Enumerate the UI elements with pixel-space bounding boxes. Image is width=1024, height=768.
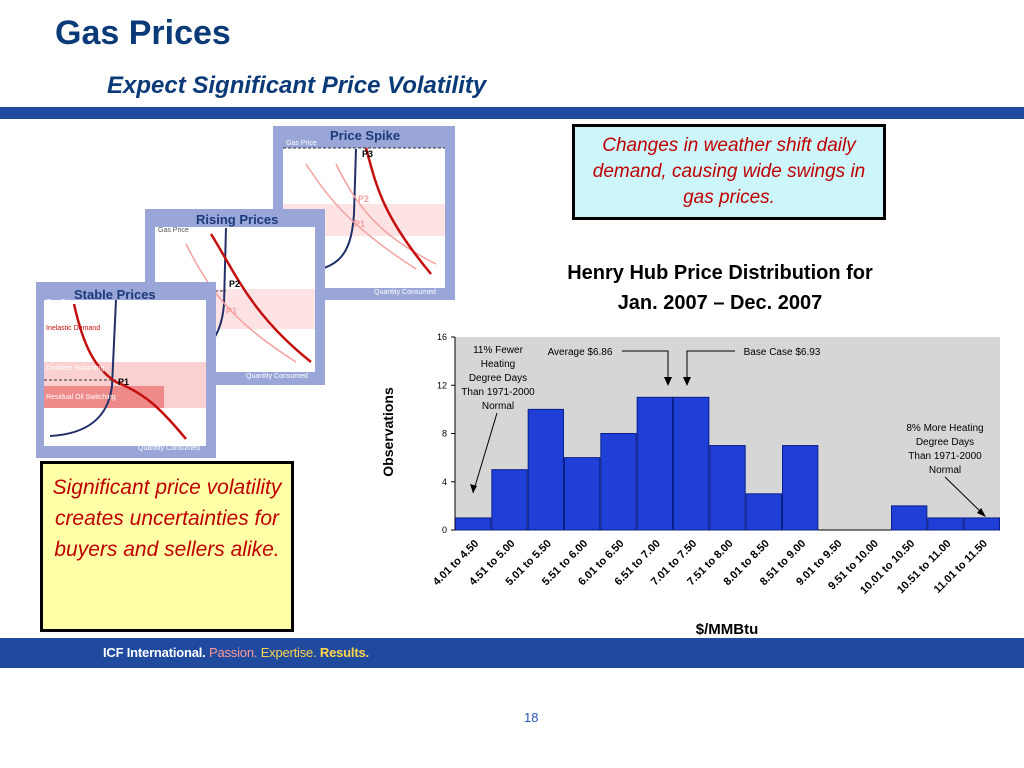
- stable-prices-panel: Stable Prices Gas Price Inelastic Demand…: [36, 282, 216, 458]
- y-tick-label: 0: [442, 525, 447, 535]
- annotation-line: Degree Days: [916, 437, 974, 448]
- annotation-line: Than 1971-2000: [461, 387, 535, 398]
- bar-7-01-7-50: [673, 396, 710, 531]
- y-tick-label: 12: [437, 380, 447, 390]
- header-divider-band: [0, 107, 1024, 119]
- bar-6-51-7-00: [636, 396, 673, 531]
- bar-7-51-8-00: [709, 445, 746, 531]
- slide-title: Gas Prices: [55, 14, 231, 52]
- point-label-spike-p2: P2: [358, 194, 369, 204]
- y-tick-label: 4: [442, 477, 447, 487]
- average-label: Average $6.86: [548, 347, 613, 358]
- bar-6-01-6-50: [600, 433, 637, 531]
- panel-xlabel-rising: Quantity Consumed: [246, 373, 308, 380]
- price-spike-panel: Price Spike Gas Price Quantity Consumed …: [273, 126, 455, 300]
- y-tick-label: 16: [437, 332, 447, 342]
- bar-8-51-9-00: [782, 445, 819, 531]
- point-label-rising-p1: P1: [226, 306, 237, 316]
- weather-callout: Changes in weather shift daily demand, c…: [572, 124, 886, 220]
- panel-ylabel-stable: Gas Price: [46, 299, 77, 306]
- footer-tagline: ICF International. Passion. Expertise. R…: [103, 645, 369, 660]
- panel-title-spike: Price Spike: [330, 128, 400, 143]
- page-number: 18: [524, 710, 539, 725]
- panel-ylabel-spike: Gas Price: [286, 140, 317, 147]
- annotation-line: 11% Fewer: [473, 345, 524, 356]
- point-label-stable-p1: P1: [118, 377, 129, 387]
- footer-band: [0, 638, 1024, 668]
- bar-5-51-6-00: [564, 457, 601, 531]
- volatility-callout: Significant price volatility creates unc…: [40, 461, 294, 632]
- bar-4-51-5-00: [491, 469, 528, 531]
- annotation-line: Normal: [929, 465, 961, 476]
- bar-11-01-11-50: [963, 517, 1001, 531]
- panel-xlabel-spike: Quantity Consumed: [374, 289, 436, 296]
- point-label-spike-p1: P1: [354, 219, 365, 229]
- chart-ylabel: Observations: [380, 387, 396, 477]
- supply-demand-illustration: Price Spike Gas Price Quantity Consumed …: [36, 126, 455, 458]
- annotation-line: Heating: [481, 359, 515, 370]
- panel-label-switching: Distillate Switching: [46, 365, 104, 372]
- bar-10-51-11-00: [927, 517, 964, 531]
- footer-company: ICF International.: [103, 645, 206, 660]
- panel-xlabel-stable: Quantity Consumed: [138, 445, 200, 452]
- panel-title-stable: Stable Prices: [74, 287, 156, 302]
- annotation-more-heating: 8% More Heating Degree Days Than 1971-2000…: [906, 423, 986, 517]
- panel-title-rising: Rising Prices: [196, 212, 278, 227]
- footer-results: Results.: [319, 645, 369, 660]
- chart-title-line1: Henry Hub Price Distribution for: [567, 262, 873, 284]
- annotation-line: Than 1971-2000: [908, 451, 982, 462]
- footer-expertise: Expertise.: [260, 645, 317, 660]
- chart-title-line2: Jan. 2007 – Dec. 2007: [618, 292, 823, 314]
- base-case-label: Base Case $6.93: [744, 347, 821, 358]
- henry-hub-chart: Henry Hub Price Distribution for Jan. 20…: [380, 262, 1001, 638]
- panel-label-residual: Residual Oil Switching: [46, 394, 116, 401]
- bar-5-01-5-50: [527, 408, 565, 531]
- annotation-line: Degree Days: [469, 373, 527, 384]
- panel-label-demand: Inelastic Demand: [46, 325, 100, 332]
- y-tick-label: 8: [442, 429, 447, 439]
- annotation-line: 8% More Heating: [906, 423, 983, 434]
- bar-4-01-4-50: [455, 517, 492, 531]
- annotation-line: Normal: [482, 401, 514, 412]
- bar-8-01-8-50: [745, 493, 782, 531]
- footer-passion: Passion.: [209, 645, 258, 660]
- chart-xlabel: $/MMBtu: [696, 621, 759, 638]
- annotation-average: Average $6.86: [548, 347, 672, 386]
- bar-10-01-10-50: [891, 505, 928, 531]
- annotation-fewer-heating: 11% Fewer Heating Degree Days Than 1971-200…: [461, 345, 535, 494]
- panel-ylabel-rising: Gas Price: [158, 227, 189, 234]
- point-label-p3: P3: [362, 149, 373, 159]
- point-label-rising-p2: P2: [229, 279, 240, 289]
- slide-subtitle: Expect Significant Price Volatility: [107, 72, 487, 99]
- annotation-base-case: Base Case $6.93: [683, 347, 821, 386]
